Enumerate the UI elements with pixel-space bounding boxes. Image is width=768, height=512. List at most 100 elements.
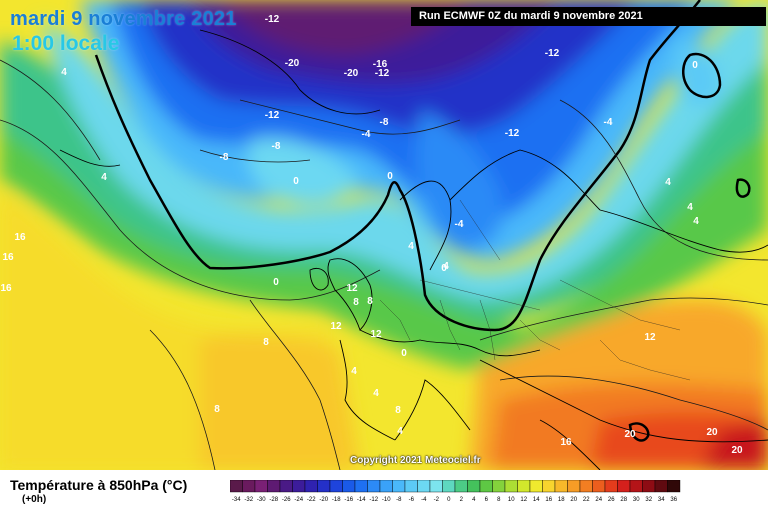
legend-tick-label: 24 <box>595 497 602 503</box>
isotherm-label: -12 <box>265 110 280 121</box>
isotherm-label: 4 <box>351 366 357 377</box>
isotherm-label: -8 <box>272 141 281 152</box>
isotherm-label: 4 <box>373 388 379 399</box>
isotherm-label: 0 <box>441 263 447 274</box>
isotherm-label: 8 <box>263 337 269 348</box>
legend-tick-label: -2 <box>434 497 440 503</box>
legend-tick-label: -8 <box>396 497 402 503</box>
legend-tick-label: 14 <box>533 497 540 503</box>
legend-swatch <box>504 480 518 493</box>
legend-tick-label: -4 <box>421 497 427 503</box>
legend-swatch <box>617 480 631 493</box>
isotherm-label: 20 <box>706 427 718 438</box>
isotherm-label: 12 <box>370 329 382 340</box>
isotherm-label: 4 <box>443 261 449 272</box>
isotherm-label: 8 <box>395 405 401 416</box>
legend-tick-label: -14 <box>357 497 366 503</box>
legend-footer: Température à 850hPa (°C) (+0h) -34 -32 -3… <box>0 470 768 512</box>
isotherm-label: 16 <box>560 437 572 448</box>
isotherm-label: 4 <box>687 202 693 213</box>
isotherm-label: 12 <box>644 332 656 343</box>
isotherm-label: 4 <box>693 216 699 227</box>
legend-swatch <box>267 480 281 493</box>
legend-swatch <box>629 480 643 493</box>
isotherm-label: -12 <box>265 14 280 25</box>
isotherm-label: 0 <box>692 60 698 71</box>
map-canvas: -12-20-20-16-12-12-12-8-4-8-12-8-4-40444… <box>0 0 768 470</box>
isotherm-label: -4 <box>455 219 464 230</box>
isotherm-label: 20 <box>731 445 743 456</box>
legend-swatch <box>579 480 593 493</box>
isotherm-pocket-mideast <box>735 178 751 198</box>
legend-tick-label: -12 <box>369 497 378 503</box>
isotherm-label: 12 <box>346 283 358 294</box>
isotherm-label: -12 <box>505 128 520 139</box>
forecast-time: 1:00 locale <box>12 32 120 55</box>
legend-tick-label: -20 <box>319 497 328 503</box>
legend-swatch <box>592 480 606 493</box>
isotherm-label: 4 <box>101 172 107 183</box>
legend-tick-label: 20 <box>570 497 577 503</box>
legend-swatch <box>342 480 356 493</box>
isotherm-lines <box>0 59 768 470</box>
legend-swatch <box>667 480 681 493</box>
forecast-date: mardi 9 novembre 2021 <box>10 8 237 30</box>
country-borders <box>379 199 691 381</box>
isotherm-label: 16 <box>14 232 26 243</box>
legend-tick-label: 4 <box>472 497 476 503</box>
legend-swatch <box>604 480 618 493</box>
isotherm-label: 12 <box>330 321 342 332</box>
legend-swatch <box>442 480 456 493</box>
legend-tick-label: 18 <box>558 497 565 503</box>
isotherm-label: 20 <box>624 429 636 440</box>
legend-tick-label: 2 <box>460 497 464 503</box>
legend-swatch <box>467 480 481 493</box>
legend-tick-label: -26 <box>282 497 291 503</box>
legend-tick-label: -6 <box>409 497 415 503</box>
isotherm-label: -20 <box>344 68 359 79</box>
isotherm-label: 0 <box>401 348 407 359</box>
legend-swatch <box>379 480 393 493</box>
legend-tick-label: -22 <box>307 497 316 503</box>
legend-tick-label: 28 <box>620 497 627 503</box>
legend-swatch <box>292 480 306 493</box>
isotherm-label: -12 <box>545 48 560 59</box>
legend-swatch <box>554 480 568 493</box>
field-label: Température à 850hPa (°C) <box>10 477 188 493</box>
legend-swatch <box>329 480 343 493</box>
legend-tick-label: 6 <box>485 497 489 503</box>
legend-tick-label: -28 <box>269 497 278 503</box>
color-scale-legend: -34 -32 -30 -28 -26 -24 -22 -20 -18 -16 -14 -12 -10-… <box>230 480 681 503</box>
legend-tick-label: 10 <box>508 497 515 503</box>
forecast-offset: (+0h) <box>22 494 47 505</box>
legend-tick-label: -16 <box>344 497 353 503</box>
isotherm-label: -8 <box>220 152 229 163</box>
isotherm-label: 8 <box>353 297 359 308</box>
isotherm-label: 0 <box>273 277 279 288</box>
legend-tick-label: 12 <box>520 497 527 503</box>
isotherm-label: -12 <box>375 68 390 79</box>
legend-swatch <box>479 480 493 493</box>
isotherm-zero-line <box>94 0 701 332</box>
legend-swatch <box>542 480 556 493</box>
legend-swatch <box>392 480 406 493</box>
isotherm-label: 8 <box>214 404 220 415</box>
isotherm-label: -4 <box>604 117 613 128</box>
legend-tick-label: 16 <box>545 497 552 503</box>
legend-tick-label: 26 <box>608 497 615 503</box>
isotherm-label: 16 <box>2 252 14 263</box>
legend-swatch <box>529 480 543 493</box>
isotherm-label: -20 <box>285 58 300 69</box>
legend-swatch <box>429 480 443 493</box>
legend-tick-label: -18 <box>332 497 341 503</box>
legend-tick-label: -30 <box>257 497 266 503</box>
isotherm-label: -16 <box>373 59 388 70</box>
legend-swatch <box>254 480 268 493</box>
legend-swatch <box>404 480 418 493</box>
isotherm-label: 0 <box>387 171 393 182</box>
temperature-field <box>0 0 768 470</box>
isotherm-label: 4 <box>61 67 67 78</box>
legend-swatch <box>279 480 293 493</box>
coastlines <box>59 29 768 470</box>
legend-tick-label: 22 <box>583 497 590 503</box>
